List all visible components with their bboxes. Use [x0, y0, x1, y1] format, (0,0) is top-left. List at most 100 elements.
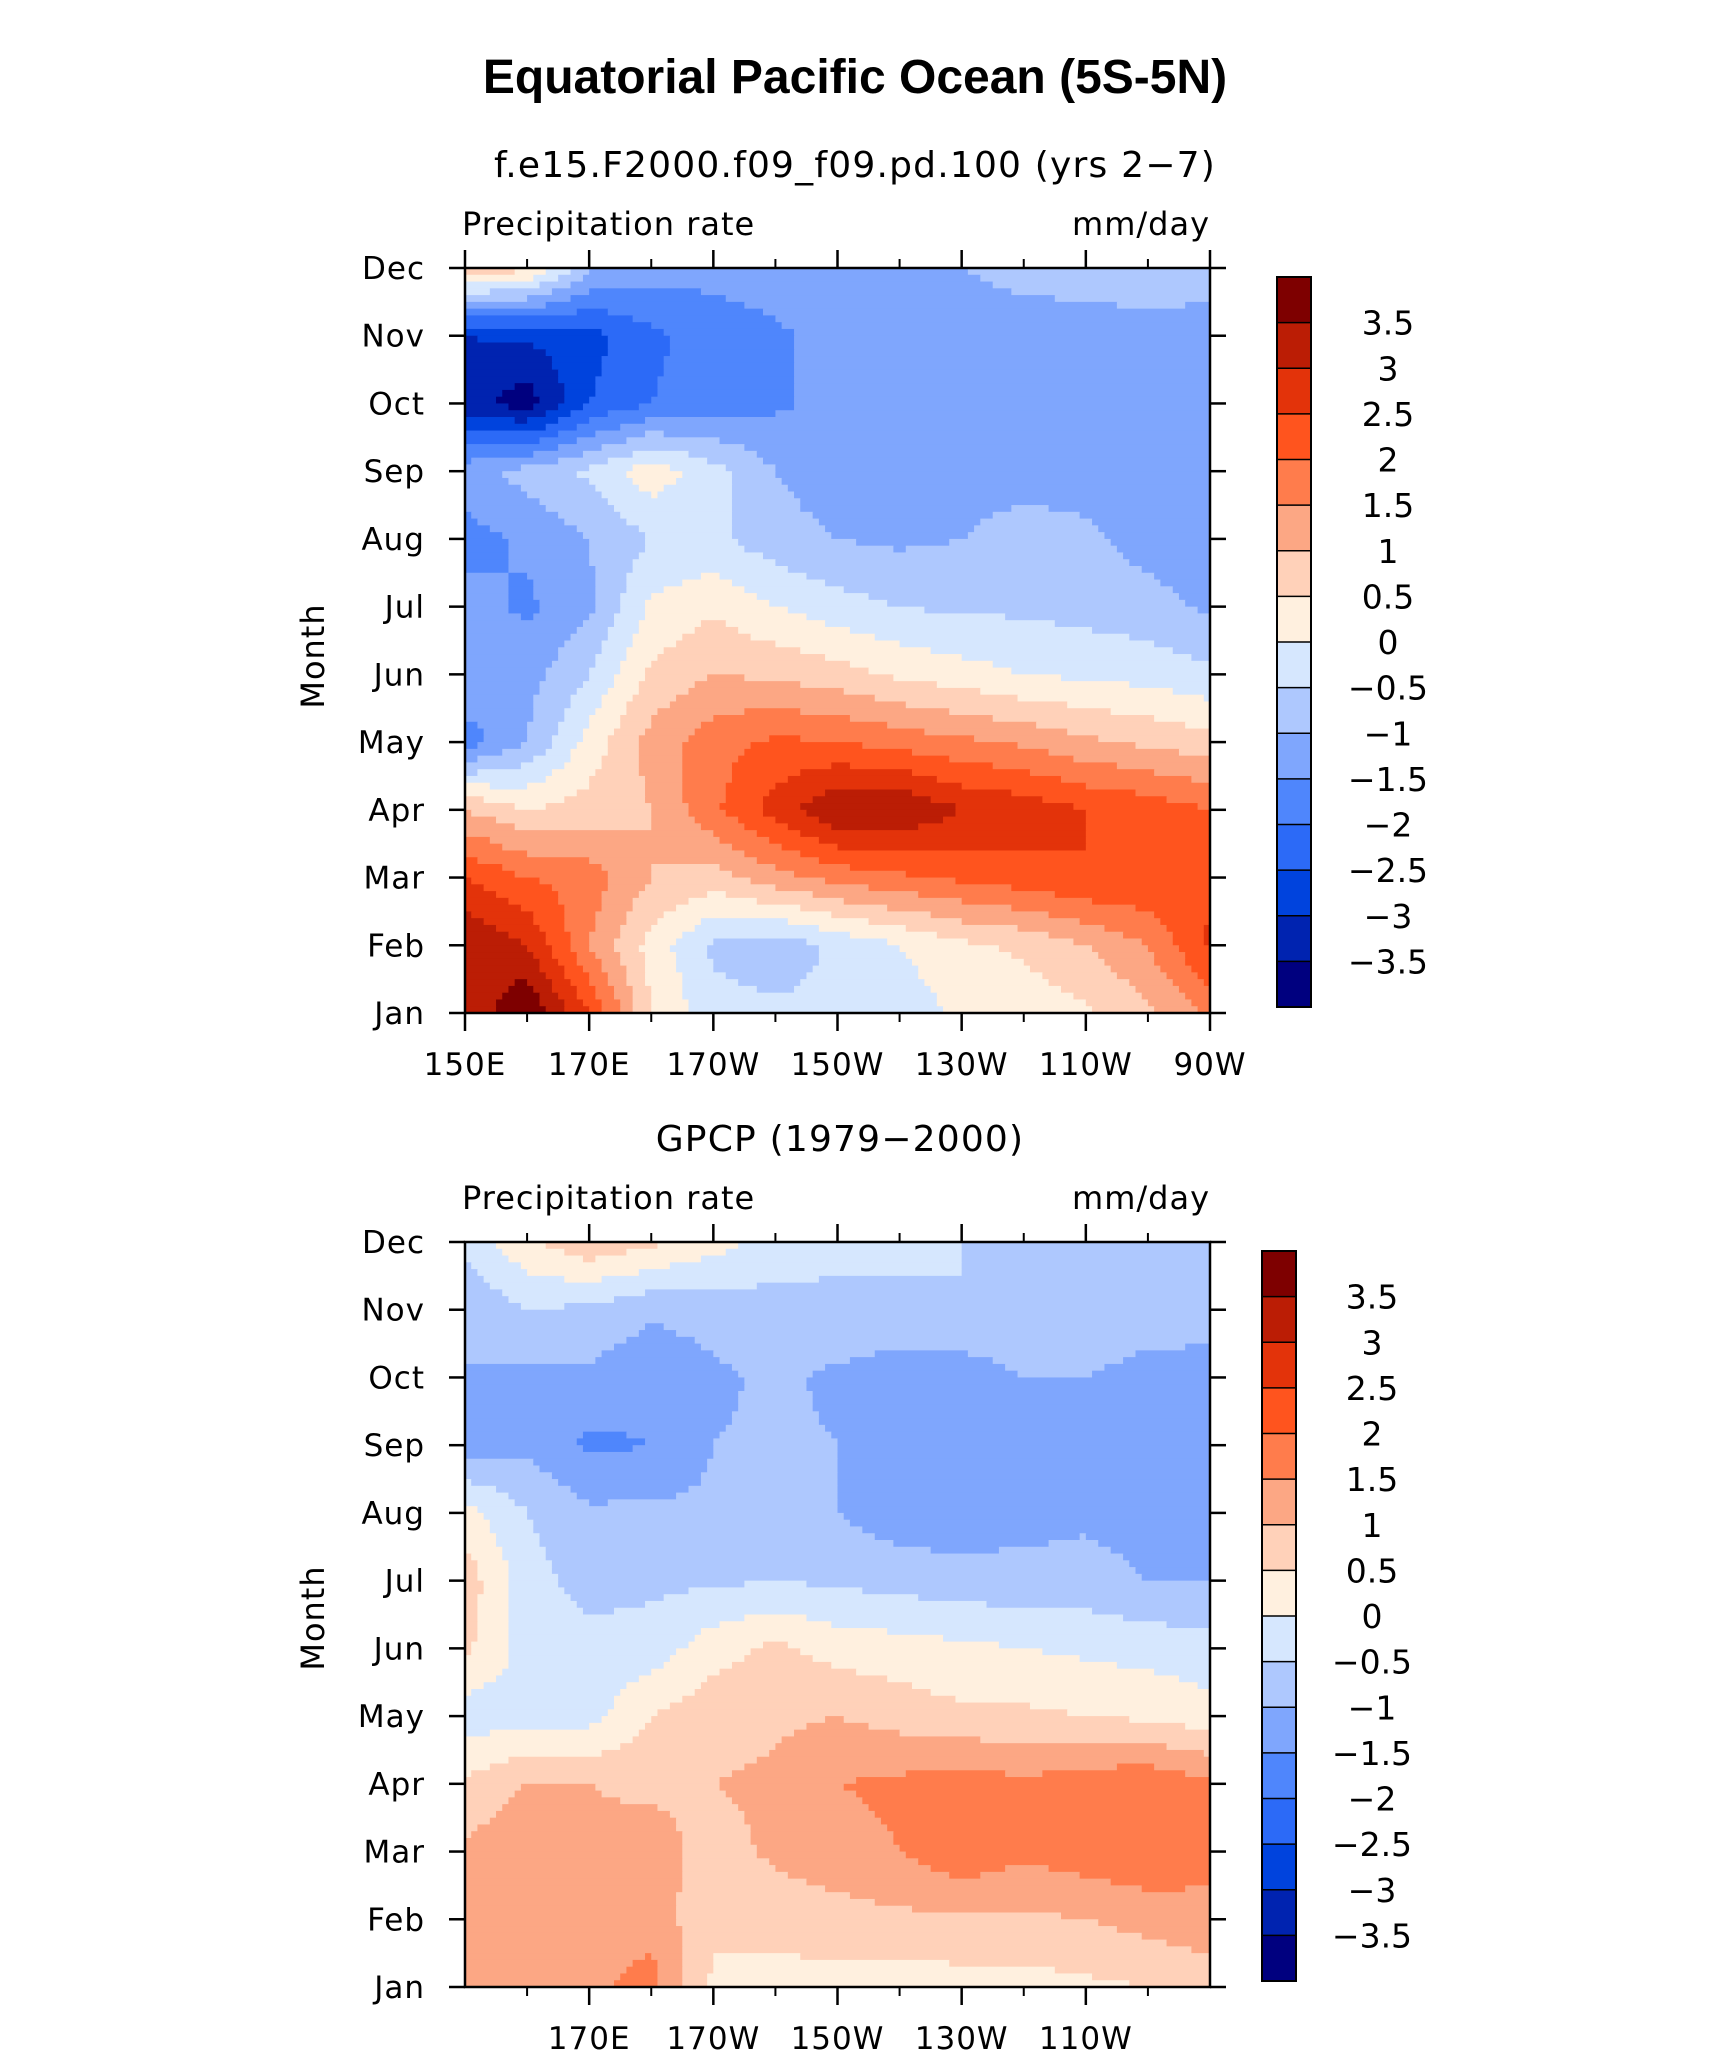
- contour-cell: [508, 1600, 578, 1609]
- contour-cell: [887, 721, 1037, 730]
- contour-cell: [564, 715, 590, 723]
- contour-cell: [787, 1871, 950, 1880]
- contour-cell: [1154, 1763, 1210, 1771]
- contour-cell: [676, 477, 733, 486]
- contour-cell: [465, 1560, 479, 1568]
- contour-cell: [1141, 1932, 1210, 1941]
- contour-cell: [483, 1580, 510, 1589]
- contour-cell: [719, 864, 777, 872]
- contour-cell: [843, 1716, 1130, 1724]
- contour-cell: [465, 1242, 497, 1250]
- contour-cell: [837, 1445, 1210, 1453]
- contour-cell: [508, 1567, 553, 1575]
- contour-cell: [465, 1736, 634, 1744]
- contour-cell: [477, 1594, 510, 1602]
- contour-cell: [614, 1343, 702, 1351]
- contour-cell: [465, 864, 503, 872]
- contour-cell: [638, 552, 764, 560]
- contour-cell: [1110, 1546, 1210, 1555]
- contour-cell: [465, 816, 497, 824]
- contour-cell: [837, 1485, 1210, 1494]
- contour-cell: [589, 477, 634, 486]
- colorbar-label: 3: [1362, 1323, 1383, 1362]
- contour-cell: [806, 572, 1155, 581]
- contour-cell: [545, 1006, 565, 1013]
- contour-cell: [502, 864, 603, 872]
- contour-cell: [558, 891, 603, 899]
- contour-cell: [638, 891, 708, 899]
- contour-cell: [465, 403, 510, 411]
- contour-cell: [508, 545, 590, 554]
- contour-cell: [676, 904, 801, 913]
- contour-cell: [645, 613, 808, 621]
- contour-cell: [558, 647, 603, 655]
- contour-cell: [465, 525, 491, 533]
- contour-cell: [626, 1682, 702, 1690]
- contour-cell: [632, 566, 789, 574]
- contour-cell: [769, 789, 826, 797]
- contour-cell: [1073, 755, 1210, 764]
- contour-cell: [1191, 965, 1210, 973]
- contour-cell: [1166, 1621, 1210, 1629]
- contour-cell: [465, 918, 485, 926]
- contour-cell: [700, 1628, 888, 1636]
- contour-cell: [545, 1242, 659, 1250]
- contour-cell: [620, 593, 652, 601]
- contour-cell: [465, 1275, 485, 1284]
- contour-cell: [465, 328, 603, 337]
- contour-cell: [632, 464, 671, 472]
- contour-cell: [465, 1573, 479, 1582]
- contour-cell: [1092, 1607, 1210, 1616]
- contour-cell: [508, 1628, 702, 1636]
- contour-cell: [887, 904, 1012, 913]
- contour-cell: [645, 430, 665, 438]
- contour-cell: [638, 755, 683, 764]
- contour-cell: [781, 477, 1210, 486]
- contour-cell: [465, 356, 553, 364]
- contour-cell: [551, 735, 584, 743]
- contour-cell: [725, 464, 777, 472]
- contour-cell: [1092, 1006, 1155, 1013]
- contour-cell: [502, 1553, 547, 1561]
- contour-cell: [825, 525, 975, 533]
- contour-cell: [663, 1661, 733, 1670]
- contour-cell: [707, 1973, 1093, 1981]
- contour-cell: [564, 911, 596, 919]
- contour-cell: [465, 1777, 721, 1785]
- contour-cell: [756, 593, 870, 601]
- contour-cell: [551, 1560, 1130, 1568]
- contour-cell: [1203, 938, 1210, 946]
- contour-cell: [918, 965, 1031, 973]
- contour-cell: [806, 1384, 1210, 1392]
- contour-cell: [465, 1567, 479, 1575]
- colorbar-label: 3.5: [1346, 1278, 1398, 1317]
- y-tick-label: May: [358, 1699, 425, 1735]
- contour-cell: [1147, 945, 1180, 953]
- contour-cell: [601, 444, 745, 452]
- contour-cell: [731, 769, 801, 777]
- contour-cell: [576, 1438, 646, 1446]
- contour-cell: [663, 1594, 919, 1602]
- contour-cell: [582, 728, 615, 736]
- contour-cell: [1135, 904, 1210, 913]
- colorbar-label: −1.5: [1332, 1734, 1412, 1773]
- contour-cell: [601, 1790, 727, 1798]
- contour-cell: [589, 417, 646, 425]
- contour-cell: [465, 511, 472, 520]
- contour-cell: [508, 1797, 621, 1805]
- contour-cell: [731, 870, 795, 879]
- contour-cell: [682, 1844, 758, 1853]
- contour-cell: [812, 1655, 1081, 1663]
- contour-cell: [539, 281, 572, 289]
- contour-cell: [645, 775, 683, 784]
- contour-cell: [465, 1607, 479, 1616]
- colorbar-swatch: [1262, 1342, 1296, 1389]
- contour-cell: [682, 748, 745, 757]
- contour-cell: [1036, 721, 1186, 730]
- contour-cell: [465, 877, 472, 885]
- contour-cell: [651, 660, 851, 669]
- model-panel: f.e15.F2000.f09_f09.pd.100 (yrs 2−7) Pre…: [294, 145, 1428, 1083]
- contour-cell: [465, 1804, 503, 1812]
- contour-cell: [539, 1540, 894, 1548]
- contour-cell: [558, 369, 603, 377]
